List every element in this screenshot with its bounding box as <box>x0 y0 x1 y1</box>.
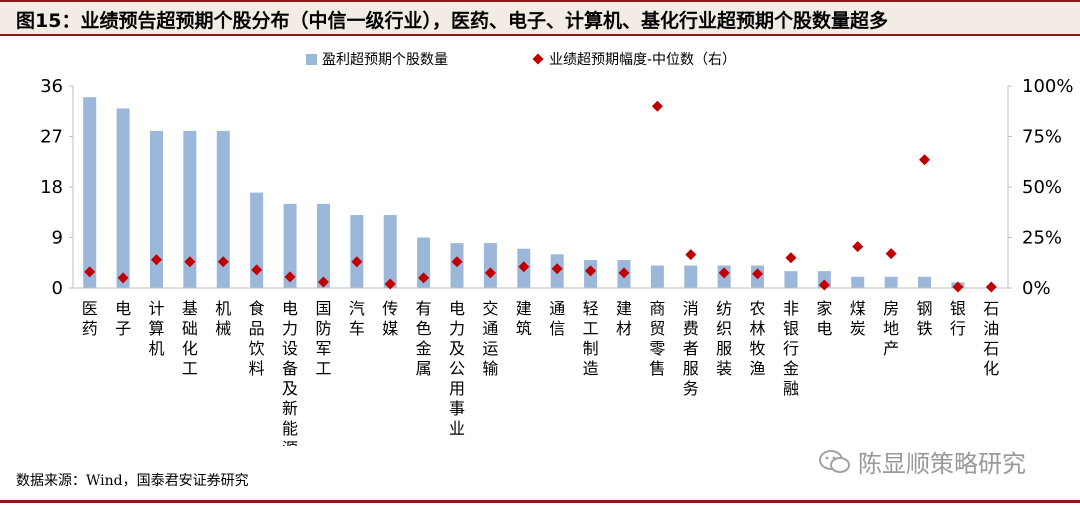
y-left-tick-label: 0 <box>52 278 63 299</box>
bar <box>116 108 130 288</box>
x-tick-label: 医药 <box>82 299 98 338</box>
x-tick-label: 食品饮料 <box>249 299 265 378</box>
y-left-tick-label: 9 <box>52 228 63 249</box>
marker-point <box>384 278 396 290</box>
x-tick-label: 钢铁 <box>917 299 933 338</box>
bar <box>350 215 364 288</box>
bar <box>216 130 230 288</box>
marker-point <box>484 267 496 279</box>
x-tick-label: 基础化工 <box>182 299 198 378</box>
bar <box>316 203 330 288</box>
legend-bar-label: 盈利超预期个股数量 <box>322 52 448 68</box>
bar-scatter-chart: 盈利超预期个股数量 业绩超预期幅度-中位数（右） 0 9 18 27 36 0% 25% 50% 7… <box>40 52 1073 446</box>
x-tick-label: 建筑 <box>516 299 532 338</box>
y-right-tick-label: 0% <box>1022 278 1051 299</box>
x-tick-label: 电子 <box>115 299 131 338</box>
x-tick-label: 国防军工 <box>315 299 331 378</box>
bar <box>283 203 297 288</box>
marker-point <box>885 248 897 260</box>
y-right-tick-label: 100% <box>1022 76 1073 97</box>
marker-point <box>585 265 597 277</box>
bottom-rule <box>0 500 1080 503</box>
marker-point <box>651 100 663 112</box>
legend-marker-label: 业绩超预期幅度-中位数（右） <box>549 52 736 68</box>
bar <box>650 265 664 288</box>
watermark: 陈显顺策略研究 <box>818 444 1026 479</box>
x-tick-label: 商贸零售 <box>649 299 665 378</box>
x-tick-label: 电力设备及新能源 <box>282 299 298 446</box>
x-tick-label: 传媒 <box>382 299 398 338</box>
bar <box>417 237 431 288</box>
marker-point <box>985 281 997 293</box>
legend-marker-swatch <box>532 53 544 65</box>
data-source-note: 数据来源：Wind，国泰君安证券研究 <box>16 473 249 489</box>
bar <box>918 276 932 288</box>
bar <box>884 276 898 288</box>
x-tick-label: 非银行金融 <box>783 299 799 398</box>
x-tick-label: 电力及公用事业 <box>449 299 465 438</box>
x-tick-label: 农林牧渔 <box>750 299 766 378</box>
marker-point <box>251 264 263 276</box>
x-tick-label: 家电 <box>816 299 832 338</box>
x-tick-label: 银行 <box>950 299 966 338</box>
figure-title: 图15：业绩预告超预期个股分布（中信一级行业），医药、电子、计算机、基化行业超预… <box>16 10 888 32</box>
x-tick-label: 汽车 <box>349 299 365 338</box>
bar <box>784 271 798 288</box>
x-tick-label: 机械 <box>215 299 231 338</box>
marker-point <box>351 256 363 268</box>
marker-point <box>84 266 96 278</box>
y-right-tick-label: 75% <box>1022 127 1062 148</box>
marker-point <box>685 249 697 261</box>
x-tick-label: 交通运输 <box>482 299 498 378</box>
marker-point <box>818 279 830 291</box>
bar <box>183 130 197 288</box>
x-tick-label: 建材 <box>616 299 632 338</box>
marker-point <box>184 256 196 268</box>
y-right-tick-label: 50% <box>1022 177 1062 198</box>
y-left-tick-label: 36 <box>40 76 63 97</box>
marker-point <box>451 256 463 268</box>
marker-point <box>150 254 162 266</box>
marker-point <box>785 252 797 264</box>
bar <box>851 276 865 288</box>
y-right-tick-label: 25% <box>1022 228 1062 249</box>
marker-point <box>551 263 563 275</box>
marker-point <box>217 256 229 268</box>
wechat-icon <box>819 449 850 473</box>
figure-title-bar: 图15：业绩预告超预期个股分布（中信一级行业），医药、电子、计算机、基化行业超预… <box>0 0 1080 36</box>
marker-point <box>618 267 630 279</box>
marker-point <box>919 154 931 166</box>
y-left-tick-label: 27 <box>40 127 63 148</box>
marker-point <box>852 241 864 253</box>
marker-point <box>952 281 964 293</box>
marker-point <box>418 272 430 284</box>
x-tick-label: 房地产 <box>883 299 899 358</box>
marker-point <box>117 272 129 284</box>
x-tick-label: 石油石化 <box>983 299 999 378</box>
marker-point <box>317 276 329 288</box>
x-tick-label: 煤炭 <box>850 299 866 338</box>
x-tick-label: 消费者服务 <box>683 299 699 398</box>
x-tick-label: 计算机 <box>148 299 164 358</box>
marker-point <box>752 268 764 280</box>
bar <box>483 243 497 288</box>
bar <box>149 130 163 288</box>
x-tick-label: 有色金属 <box>416 299 432 378</box>
x-tick-label: 纺织服装 <box>716 299 732 378</box>
bar <box>83 97 97 288</box>
x-tick-label: 通信 <box>549 299 565 338</box>
bar <box>383 215 397 288</box>
x-tick-label: 轻工制造 <box>583 299 599 378</box>
marker-point <box>718 267 730 279</box>
bar <box>250 192 264 288</box>
watermark-text: 陈显顺策略研究 <box>858 450 1026 478</box>
y-left-tick-label: 18 <box>40 177 63 198</box>
marker-point <box>518 261 530 273</box>
legend-bar-swatch <box>306 54 317 65</box>
marker-point <box>284 271 296 283</box>
bar <box>684 265 698 288</box>
